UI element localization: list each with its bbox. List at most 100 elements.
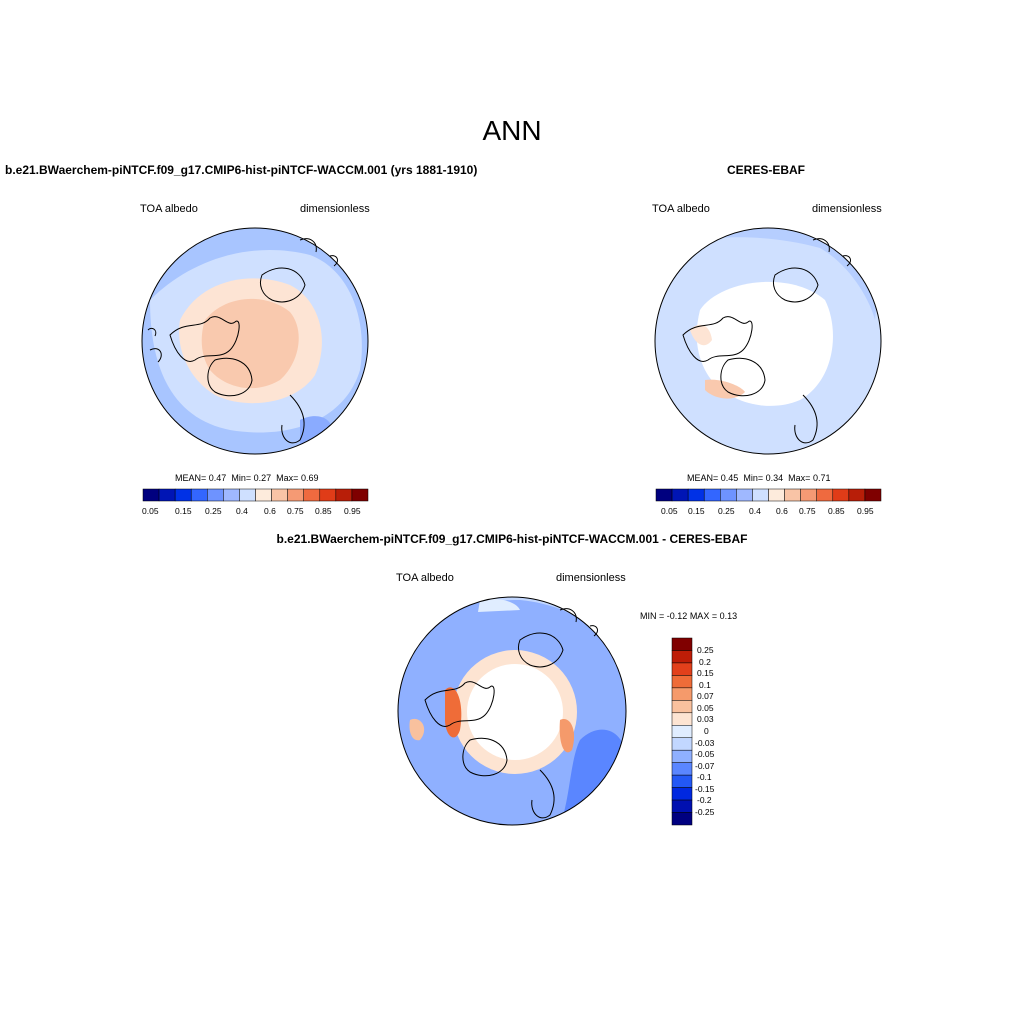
- diff-colorbar-tick: -0.2: [697, 795, 712, 805]
- colorbar-swatch: [271, 488, 288, 502]
- colorbar-swatch: [832, 488, 850, 502]
- colorbar-swatch: [303, 488, 321, 502]
- diff-colorbar-tick: -0.05: [695, 749, 715, 759]
- diff-min-label: MIN =: [640, 611, 665, 621]
- colorbar-swatch: [800, 488, 817, 502]
- diff-units-label: dimensionless: [556, 572, 626, 584]
- colorbar-swatch: [655, 488, 673, 502]
- map-fill-pos-small: [409, 718, 425, 741]
- obs-variable-label: TOA albedo: [652, 203, 710, 215]
- coastlines: [424, 608, 598, 819]
- model-variable-label: TOA albedo: [140, 203, 198, 215]
- model-mean-value: 0.47: [208, 473, 227, 483]
- obs-colorbar-tick: 0.15: [688, 506, 705, 516]
- model-polar-map: [141, 227, 369, 455]
- obs-colorbar-tick: 0.4: [749, 506, 761, 516]
- colorbar-swatch: [816, 488, 834, 502]
- map-fill-pos-strong: [445, 687, 462, 738]
- colorbar-swatch: [239, 488, 256, 502]
- colorbar-swatch: [671, 812, 693, 826]
- obs-min-label: Min=: [743, 473, 764, 483]
- map-fill-low3: [300, 416, 333, 454]
- model-colorbar-tick: 0.75: [287, 506, 304, 516]
- coastlines: [147, 238, 338, 444]
- model-colorbar-tick: 0.15: [175, 506, 192, 516]
- colorbar-swatch: [287, 488, 304, 502]
- colorbar-swatch: [671, 650, 693, 664]
- diff-polar-map: [397, 596, 627, 826]
- model-colorbar-tick: 0.4: [236, 506, 248, 516]
- colorbar-swatch: [768, 488, 785, 502]
- map-fill-neutral: [478, 598, 520, 612]
- obs-colorbar-tick: 0.75: [799, 506, 816, 516]
- colorbar-swatch: [671, 662, 693, 676]
- colorbar-swatch: [671, 737, 693, 751]
- model-colorbar-tick: 0.25: [205, 506, 222, 516]
- map-fill-peak: [201, 298, 299, 389]
- colorbar-swatch: [174, 488, 192, 502]
- model-min-value: 0.27: [253, 473, 272, 483]
- map-border: [141, 227, 369, 455]
- diff-colorbar-tick: -0.25: [695, 807, 715, 817]
- diff-min-value: -0.12: [666, 611, 688, 621]
- diff-colorbar-tick: 0.05: [697, 703, 714, 713]
- model-panel-header: b.e21.BWaerchem-piNTCF.f09_g17.CMIP6-his…: [5, 163, 478, 177]
- obs-mean-label: MEAN=: [687, 473, 719, 483]
- colorbar-swatch: [703, 488, 721, 502]
- obs-polar-map: [654, 227, 882, 455]
- colorbar-swatch: [848, 488, 866, 502]
- colorbar-swatch: [671, 774, 693, 788]
- model-colorbar-tick: 0.95: [344, 506, 361, 516]
- diff-colorbar-tick: 0.07: [697, 691, 714, 701]
- colorbar-swatch: [736, 488, 753, 502]
- diff-colorbar-tick: -0.1: [697, 772, 712, 782]
- colorbar-swatch: [671, 488, 689, 502]
- diff-colorbar-tick: 0.15: [697, 668, 714, 678]
- model-colorbar-tick: 0.85: [315, 506, 332, 516]
- diff-max-label: MAX =: [689, 611, 718, 621]
- model-stats: MEAN= 0.47 Min= 0.27 Max= 0.69: [175, 473, 318, 483]
- map-border: [397, 596, 627, 826]
- obs-colorbar-tick: 0.05: [661, 506, 678, 516]
- colorbar-swatch: [671, 749, 693, 763]
- colorbar-swatch: [335, 488, 353, 502]
- diff-colorbar-tick: 0.1: [699, 680, 711, 690]
- diff-stats: MIN = -0.12 MAX = 0.13: [640, 611, 737, 621]
- main-title: ANN: [482, 115, 542, 146]
- obs-colorbar-tick: 0.95: [857, 506, 874, 516]
- obs-mean-value: 0.45: [720, 473, 739, 483]
- obs-min-value: 0.34: [765, 473, 784, 483]
- colorbar-swatch: [720, 488, 737, 502]
- colorbar-swatch: [671, 637, 693, 651]
- colorbar-swatch: [687, 488, 705, 502]
- colorbar-swatch: [255, 488, 272, 502]
- diff-colorbar-tick: -0.15: [695, 784, 715, 794]
- obs-colorbar-ticks: 0.05 0.15 0.25 0.4 0.6 0.75 0.85 0.95: [0, 506, 1024, 518]
- obs-colorbar-tick: 0.6: [776, 506, 788, 516]
- model-units-label: dimensionless: [300, 203, 370, 215]
- map-missing-region: [467, 664, 563, 760]
- model-mean-label: MEAN=: [175, 473, 207, 483]
- obs-max-value: 0.71: [812, 473, 831, 483]
- colorbar-swatch: [319, 488, 337, 502]
- colorbar-swatch: [158, 488, 176, 502]
- colorbar-swatch: [671, 787, 693, 801]
- colorbar-swatch: [142, 488, 160, 502]
- obs-colorbar-tick: 0.25: [718, 506, 735, 516]
- model-min-label: Min=: [231, 473, 252, 483]
- diff-max-value: 0.13: [719, 611, 738, 621]
- model-colorbar-tick: 0.6: [264, 506, 276, 516]
- map-fill-low2: [142, 420, 176, 454]
- diff-colorbar-tick: -0.07: [695, 761, 715, 771]
- colorbar-swatch: [752, 488, 769, 502]
- colorbar-swatch: [784, 488, 801, 502]
- obs-panel-header: CERES-EBAF: [727, 163, 806, 177]
- diff-variable-label: TOA albedo: [396, 572, 454, 584]
- model-max-label: Max=: [276, 473, 299, 483]
- colorbar-swatch: [671, 712, 693, 726]
- colorbar-swatch: [223, 488, 240, 502]
- diff-colorbar-tick: 0: [704, 726, 709, 736]
- obs-max-label: Max=: [788, 473, 811, 483]
- model-colorbar-ticks: 0.05 0.15 0.25 0.4 0.6 0.75 0.85 0.95: [0, 506, 1024, 518]
